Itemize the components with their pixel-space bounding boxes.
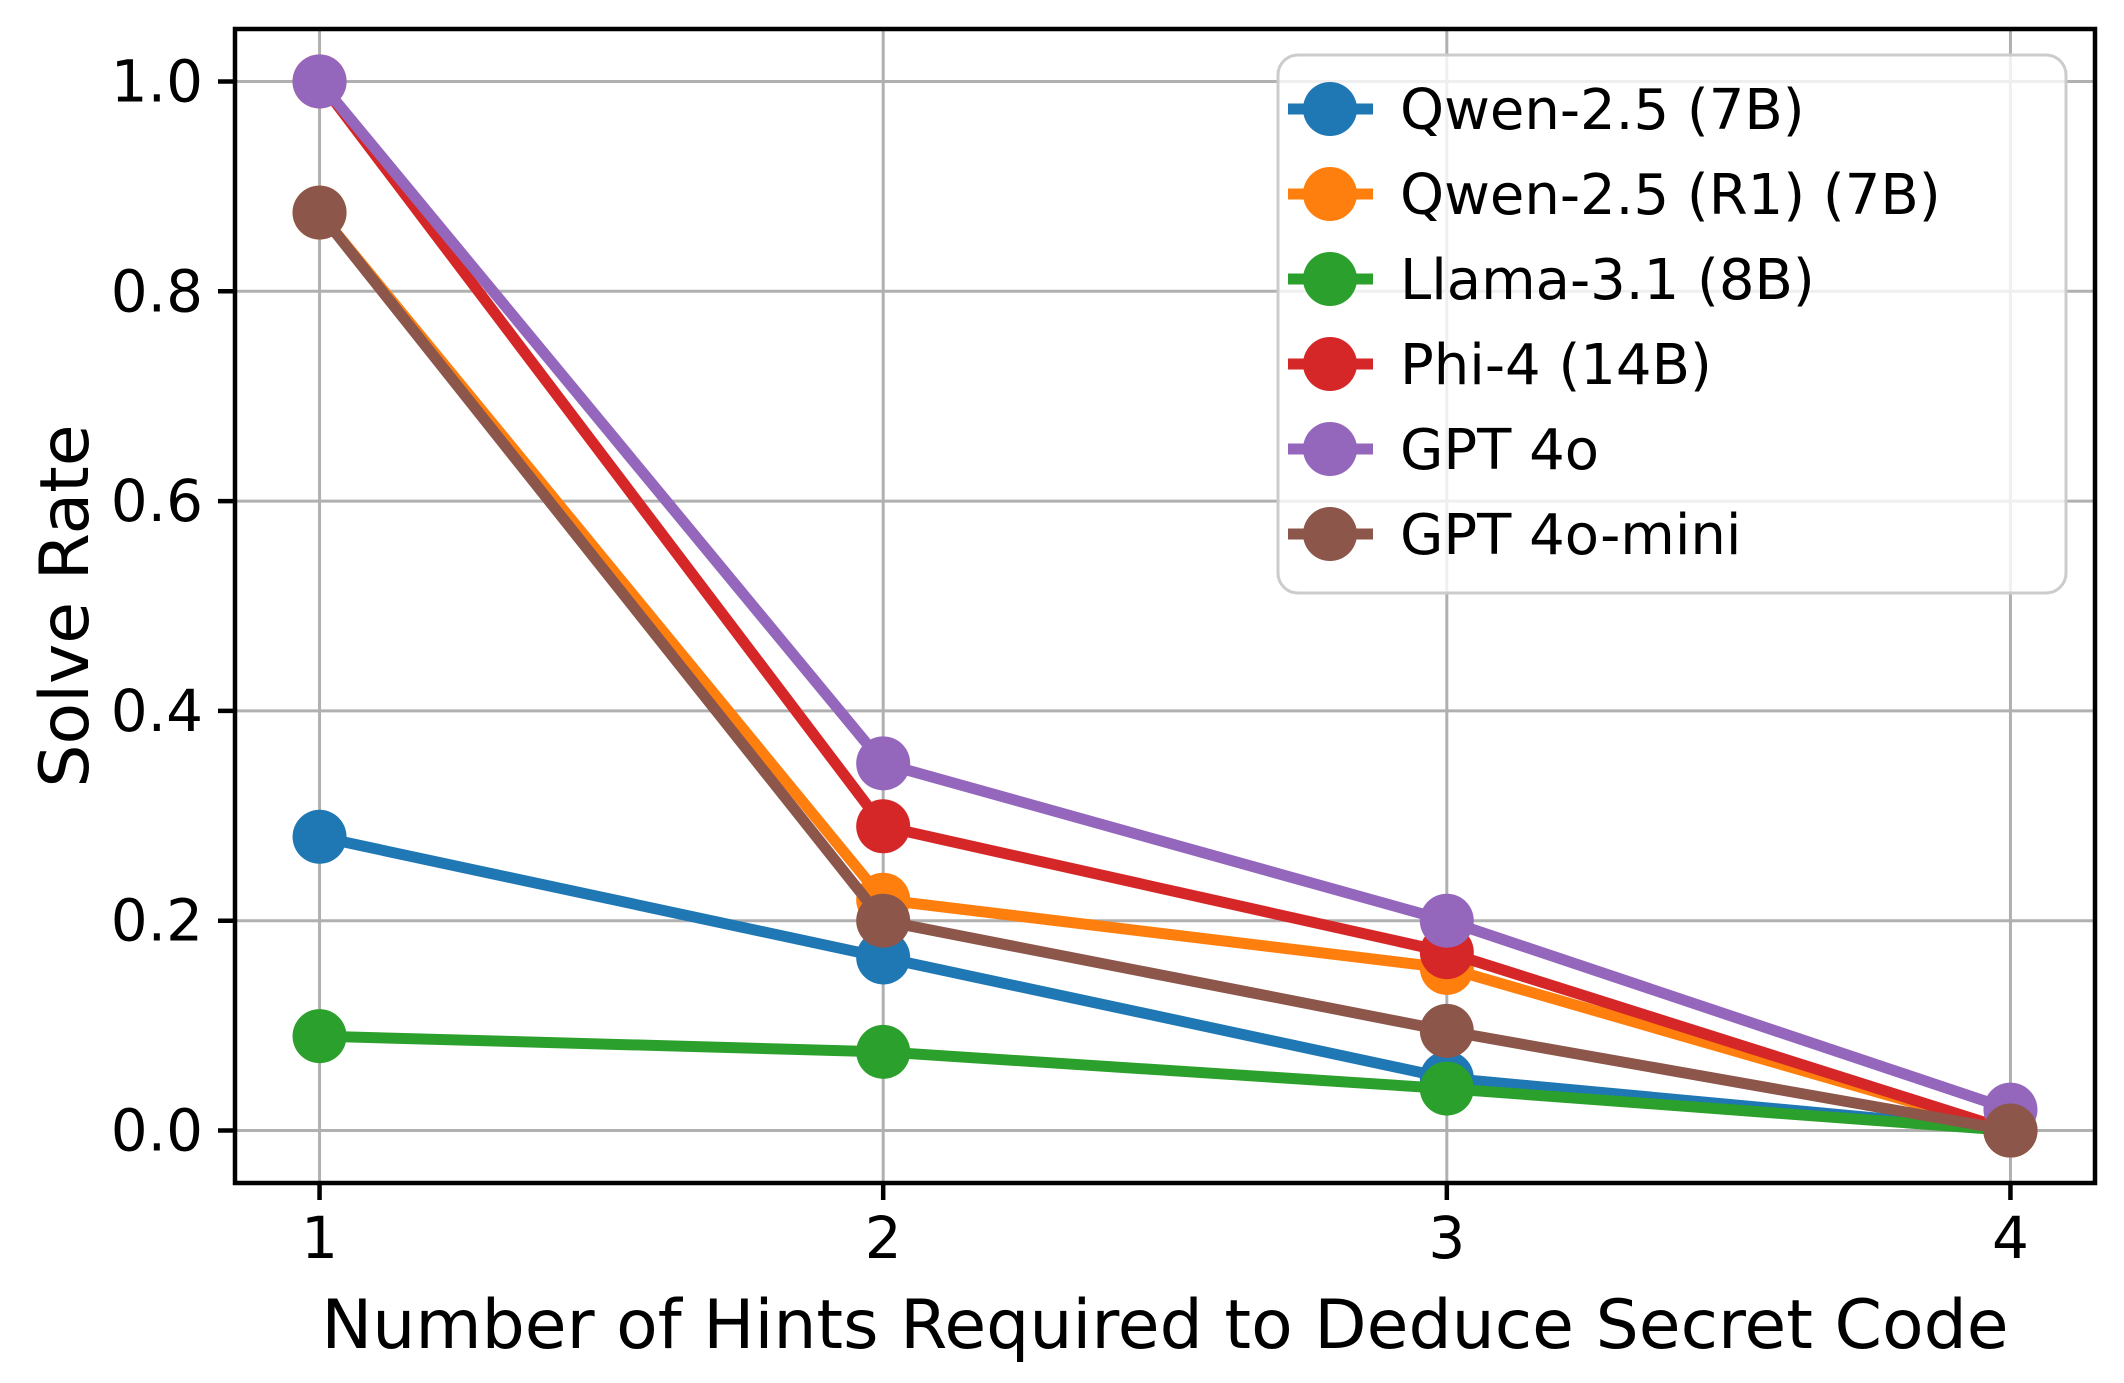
data-point-marker <box>1419 893 1474 948</box>
legend-label: Llama-3.1 (8B) <box>1400 248 1815 313</box>
x-tick-label: 3 <box>1428 1204 1465 1272</box>
legend-label: Qwen-2.5 (R1) (7B) <box>1400 163 1941 228</box>
legend-label: Phi-4 (14B) <box>1400 333 1712 398</box>
legend-sample-marker <box>1303 422 1357 476</box>
legend-box <box>1276 53 2068 595</box>
series-line <box>314 1030 2016 1137</box>
legend-sample-marker <box>1303 507 1357 561</box>
y-tick-label: 0.6 <box>111 467 203 535</box>
axes-layer <box>232 26 2098 1186</box>
y-tick-label: 1.0 <box>111 47 203 115</box>
data-point-marker <box>856 736 911 791</box>
x-tick-label: 2 <box>865 1204 902 1272</box>
tick-layer: 1 2 3 4 0.0 0.2 0.4 0.6 0.8 1.0 <box>111 47 2029 1272</box>
data-point-marker <box>1983 1103 2038 1158</box>
data-point-marker <box>292 1009 347 1064</box>
y-axis-label: Solve Rate <box>26 424 105 787</box>
y-tick-label: 0.4 <box>111 677 203 745</box>
y-tick-label: 0.0 <box>111 1097 203 1165</box>
series-line <box>314 207 2016 1137</box>
data-point-marker <box>292 809 347 864</box>
x-axis-label: Number of Hints Required to Deduce Secre… <box>321 1286 2008 1365</box>
x-tick-label: 1 <box>301 1204 338 1272</box>
series-line <box>314 75 2016 1137</box>
x-tick-label: 4 <box>1992 1204 2029 1272</box>
legend-sample-marker <box>1303 82 1357 136</box>
series-line <box>314 75 2016 1116</box>
legend: Qwen-2.5 (7B) Qwen-2.5 (R1) (7B) Llama-3.1… <box>1276 53 2068 595</box>
plot-border <box>232 26 2098 1186</box>
legend-label: Qwen-2.5 (7B) <box>1400 78 1805 143</box>
series-layer <box>292 54 2038 1158</box>
legend-sample-marker <box>1303 252 1357 306</box>
legend-item: GPT 4o <box>1288 418 1599 483</box>
data-point-marker <box>292 185 347 240</box>
series-gpt-4o-mini <box>292 185 2038 1158</box>
y-tick-label: 0.8 <box>111 257 203 325</box>
data-point-marker <box>1419 1003 1474 1058</box>
data-point-marker <box>856 893 911 948</box>
legend-item: Llama-3.1 (8B) <box>1288 248 1815 313</box>
y-tick-label: 0.2 <box>111 887 203 955</box>
legend-sample-marker <box>1303 337 1357 391</box>
legend-item: Phi-4 (14B) <box>1288 333 1712 398</box>
series-line <box>314 207 2016 1137</box>
data-point-marker <box>292 54 347 109</box>
legend-sample-marker <box>1303 167 1357 221</box>
data-point-marker <box>1419 1061 1474 1116</box>
legend-label: GPT 4o <box>1400 418 1599 483</box>
legend-item: GPT 4o-mini <box>1288 503 1741 568</box>
series-qwen-2-5-7b- <box>292 809 2038 1158</box>
data-point-marker <box>856 1024 911 1079</box>
legend-item: Qwen-2.5 (7B) <box>1288 78 1805 143</box>
legend-item: Qwen-2.5 (R1) (7B) <box>1288 163 1941 228</box>
data-point-marker <box>856 799 911 854</box>
legend-label: GPT 4o-mini <box>1400 503 1741 568</box>
